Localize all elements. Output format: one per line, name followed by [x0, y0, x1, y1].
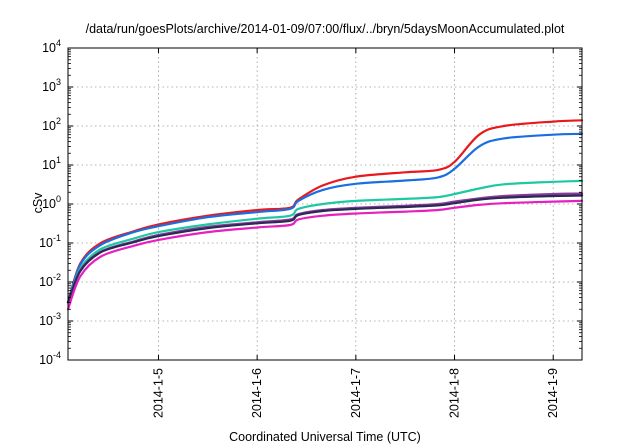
- series-group: [66, 119, 584, 311]
- series-line: [66, 199, 584, 311]
- x-axis-label: Coordinated Universal Time (UTC): [229, 430, 421, 444]
- y-tick-label: 102: [42, 116, 61, 133]
- y-tick-label: 100: [42, 194, 61, 211]
- y-tick-label: 10-4: [39, 350, 61, 367]
- y-tick-label: 10-2: [39, 272, 61, 289]
- x-tick-label: 2014-1-6: [250, 368, 264, 418]
- series-line: [66, 132, 584, 304]
- x-tick-label: 2014-1-7: [349, 368, 363, 418]
- chart-title: /data/run/goesPlots/archive/2014-01-09/0…: [86, 22, 565, 36]
- series-line: [66, 194, 584, 304]
- y-tick-label: 10-1: [39, 233, 61, 250]
- series-line: [66, 179, 584, 304]
- x-tick-label: 2014-1-5: [151, 368, 165, 418]
- y-tick-label: 103: [42, 77, 61, 94]
- x-tick-label: 2014-1-9: [546, 368, 560, 418]
- y-tick-label: 104: [42, 38, 61, 55]
- y-tick-group: 10-4 10-3 10-2 10-1 100 101 102 103 104: [39, 38, 582, 367]
- y-tick-label: 101: [42, 155, 61, 172]
- y-axis-label: cSv: [31, 192, 45, 214]
- y-tick-label: 10-3: [39, 311, 61, 328]
- x-tick-label: 2014-1-8: [448, 368, 462, 418]
- x-tick-group: 2014-1-5 2014-1-6 2014-1-7 2014-1-8 2014-1-9: [151, 48, 560, 418]
